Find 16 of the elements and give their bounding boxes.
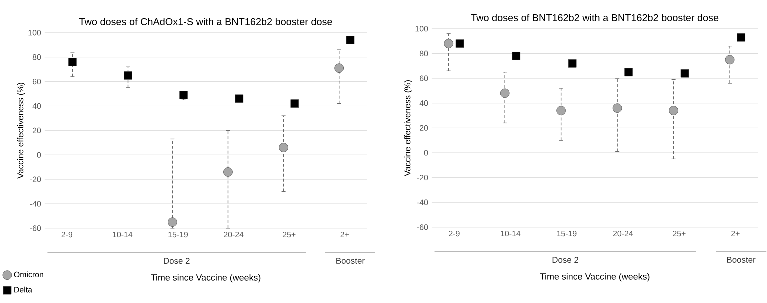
- text: Dose 2: [164, 258, 190, 264]
- point: [290, 99, 300, 108]
- point: [346, 36, 355, 44]
- x-axis-title: Time since Vaccine (weeks): [540, 273, 650, 282]
- text: Booster: [336, 258, 365, 264]
- chart-title: Two doses of ChAdOx1-S with a BNT162b2 booster dose: [79, 18, 332, 26]
- text: Dose 2: [552, 256, 578, 263]
- y-axis-title: Vaccine effectiveness (%): [404, 80, 412, 176]
- x-axis-title: Time since Vaccine (weeks): [151, 274, 261, 283]
- point: [124, 71, 132, 80]
- y-axis-title: Vaccine effectiveness (%): [17, 82, 26, 179]
- chart-title: Two doses of BNT162b2 with a BNT162b2 booster dose: [471, 14, 719, 22]
- point: [68, 58, 77, 66]
- text: Booster: [727, 256, 756, 263]
- point: [235, 94, 244, 103]
- point: [180, 90, 188, 100]
